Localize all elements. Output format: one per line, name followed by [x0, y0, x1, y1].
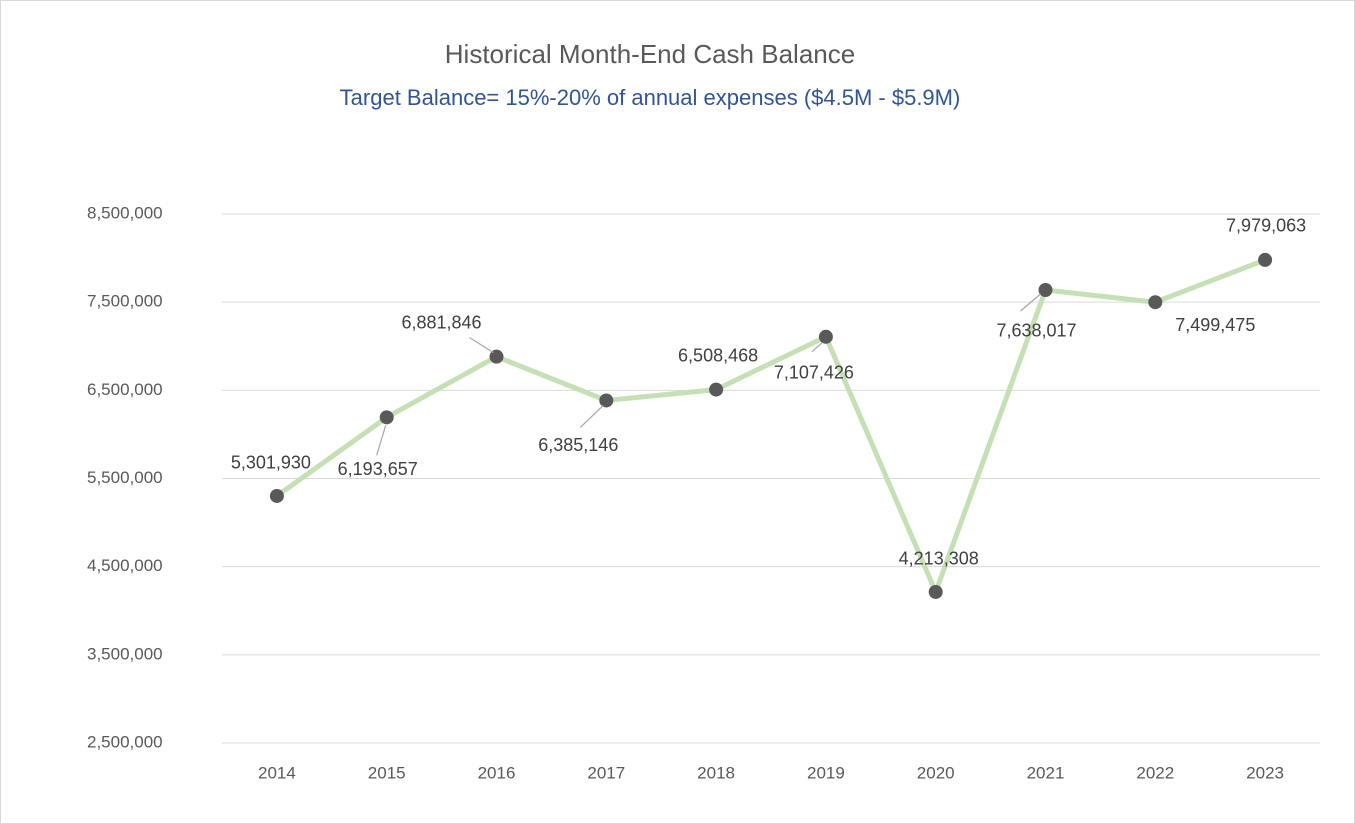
data-label: 6,385,146: [538, 435, 618, 455]
leader-line: [376, 425, 387, 456]
marker: [599, 393, 614, 408]
data-label: 6,508,468: [678, 345, 758, 365]
data-label: 7,107,426: [774, 363, 854, 383]
data-label: 7,979,063: [1226, 216, 1306, 236]
data-label: 5,301,930: [231, 453, 311, 473]
data-label: 7,638,017: [996, 321, 1076, 341]
marker: [1038, 282, 1053, 297]
leader-line: [811, 342, 823, 353]
x-tick-label: 2021: [1027, 763, 1065, 782]
marker: [928, 584, 943, 599]
leader-line: [469, 337, 494, 354]
data-label: 6,881,846: [401, 312, 481, 332]
data-label: 6,193,657: [338, 459, 418, 479]
x-tick-label: 2016: [478, 763, 516, 782]
x-tick-label: 2022: [1136, 763, 1174, 782]
y-tick-label: 2,500,000: [87, 732, 163, 751]
x-tick-label: 2014: [258, 763, 296, 782]
data-label: 7,499,475: [1175, 315, 1255, 335]
x-tick-label: 2023: [1246, 763, 1284, 782]
y-tick-label: 6,500,000: [87, 380, 163, 399]
x-tick-label: 2015: [368, 763, 406, 782]
y-tick-label: 4,500,000: [87, 556, 163, 575]
marker: [1258, 252, 1273, 267]
marker: [709, 382, 724, 397]
marker: [379, 410, 394, 425]
chart-title: Historical Month-End Cash Balance: [445, 39, 855, 69]
marker: [269, 488, 284, 503]
y-tick-label: 3,500,000: [87, 644, 163, 663]
x-tick-label: 2020: [917, 763, 955, 782]
chart-subtitle: Target Balance= 15%-20% of annual expens…: [340, 85, 961, 110]
y-tick-label: 8,500,000: [87, 203, 163, 222]
x-tick-label: 2017: [587, 763, 625, 782]
x-tick-label: 2018: [697, 763, 735, 782]
leader-line: [1020, 293, 1041, 312]
data-label: 4,213,308: [899, 549, 979, 569]
y-tick-label: 5,500,000: [87, 468, 163, 487]
marker: [489, 349, 504, 364]
x-tick-label: 2019: [807, 763, 845, 782]
marker: [818, 329, 833, 344]
marker: [1148, 295, 1163, 310]
line: [275, 257, 1266, 595]
y-tick-label: 7,500,000: [87, 292, 163, 311]
leader-line: [579, 405, 604, 428]
